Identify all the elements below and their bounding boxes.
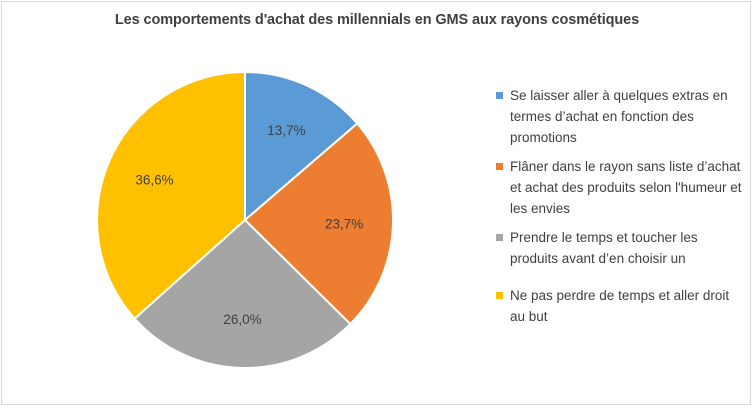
- pie-slice-3: [133, 219, 352, 369]
- legend-swatch-4: [496, 292, 503, 299]
- legend-label-3: Prendre le temps et toucher les produits…: [510, 230, 698, 266]
- slice-data-label-2: 23,7%: [325, 216, 363, 231]
- legend-item-2: Flâner dans le rayon sans liste d’achat …: [496, 156, 746, 219]
- pie-slice-2: [244, 122, 394, 325]
- legend-item-3: Prendre le temps et toucher les produits…: [496, 227, 746, 269]
- slice-data-label-1: 13,7%: [267, 123, 305, 138]
- legend-item-4: Ne pas perdre de temps et aller droit au…: [496, 285, 746, 327]
- pie-slice-4: [96, 71, 246, 320]
- slice-data-label-4: 36,6%: [135, 173, 173, 188]
- legend-label-4: Ne pas perdre de temps et aller droit au…: [510, 288, 730, 324]
- legend-swatch-2: [496, 163, 503, 170]
- pie-slice-1: [244, 71, 359, 221]
- legend-label-1: Se laisser aller à quelques extras en te…: [510, 88, 728, 145]
- legend-swatch-1: [496, 92, 503, 99]
- chart-title: Les comportements d'achat des millennial…: [114, 12, 640, 28]
- legend-swatch-3: [496, 234, 503, 241]
- chart-legend: Se laisser aller à quelques extras en te…: [496, 85, 746, 335]
- slice-data-label-3: 26,0%: [223, 312, 261, 327]
- legend-label-2: Flâner dans le rayon sans liste d’achat …: [510, 159, 742, 216]
- legend-item-1: Se laisser aller à quelques extras en te…: [496, 85, 746, 148]
